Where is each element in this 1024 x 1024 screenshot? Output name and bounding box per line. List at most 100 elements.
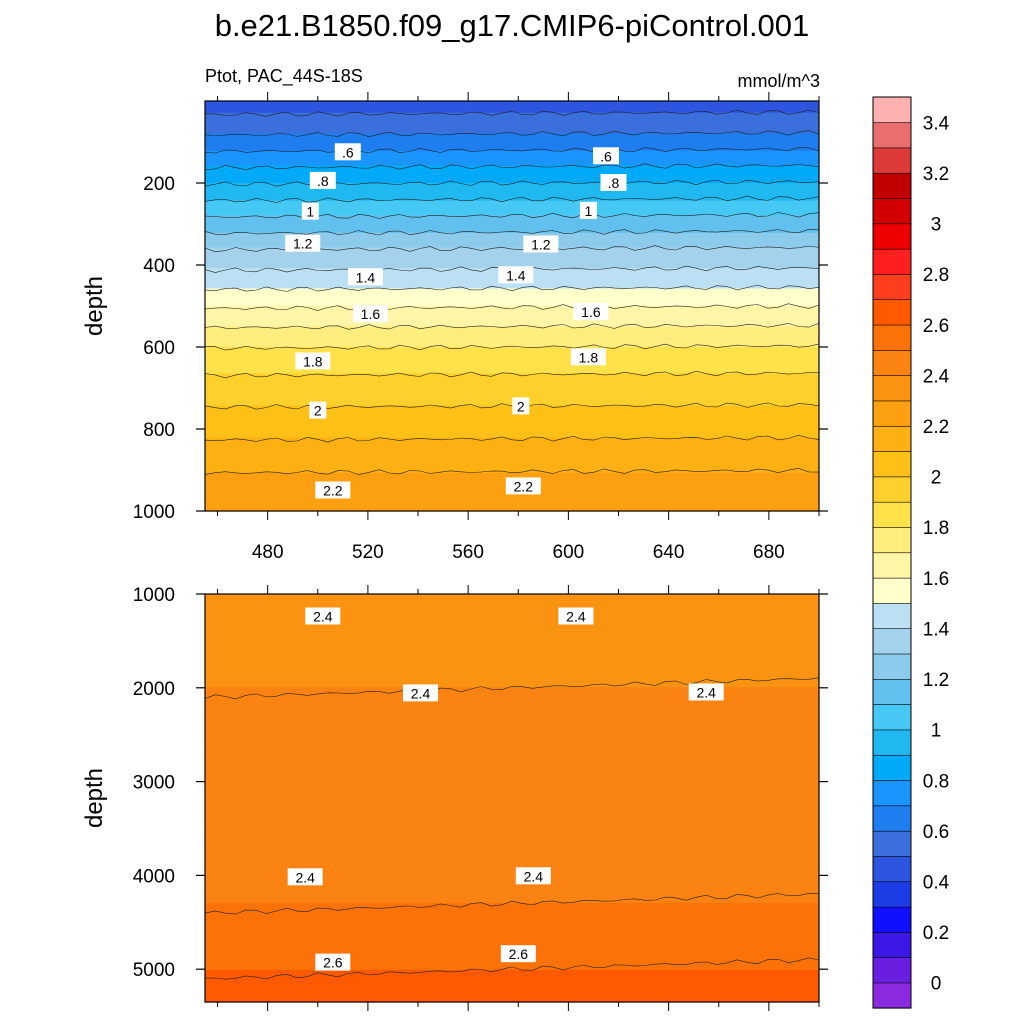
- field-band: [205, 426, 819, 430]
- field-band: [205, 496, 819, 500]
- field-band: [205, 115, 819, 120]
- colorbar-swatch: [872, 122, 912, 149]
- field-band: [205, 975, 819, 980]
- field-band: [205, 194, 819, 199]
- contour-label: 2: [309, 401, 327, 419]
- field-band: [205, 987, 819, 991]
- contour-label-text: 2.4: [524, 868, 544, 884]
- field-band: [205, 830, 819, 834]
- contour-label: 1.4: [347, 268, 383, 286]
- field-band: [205, 335, 819, 339]
- contour-line: [204, 163, 820, 171]
- colorbar-label: 0.2: [923, 923, 949, 944]
- field-band: [205, 917, 819, 921]
- contour-line: [204, 402, 820, 410]
- contour-label: 2.2: [505, 477, 541, 495]
- field-band: [205, 701, 819, 706]
- contour-label-text: 2: [314, 403, 322, 419]
- field-band: [205, 183, 819, 187]
- field-band: [205, 859, 819, 863]
- field-band: [205, 358, 819, 363]
- field-band: [205, 815, 819, 819]
- field-band: [205, 185, 819, 190]
- contour-label-text: 2.6: [323, 955, 343, 971]
- contour-label: 2.6: [500, 945, 536, 963]
- field-band: [205, 256, 819, 260]
- field-band: [205, 209, 819, 213]
- field-band: [205, 300, 819, 304]
- field-band: [205, 171, 819, 175]
- field-band: [205, 136, 819, 140]
- field-band: [205, 824, 819, 828]
- field-band: [205, 244, 819, 249]
- x-tick-label: 520: [352, 542, 384, 563]
- field-band: [205, 798, 819, 802]
- field-band: [205, 847, 819, 852]
- field-band: [205, 608, 819, 613]
- colorbar-swatch: [872, 577, 912, 604]
- field-band: [205, 675, 819, 680]
- contour-label-text: 1.8: [303, 353, 323, 369]
- x-tick-label: 560: [452, 542, 484, 563]
- contour-label-box: [347, 268, 383, 286]
- field-band: [205, 314, 819, 319]
- field-band: [205, 259, 819, 263]
- contour-label: 1.8: [570, 348, 606, 366]
- field-band: [205, 687, 819, 691]
- field-band: [205, 891, 819, 895]
- contour-label: .6: [334, 143, 361, 161]
- field-band: [205, 452, 819, 456]
- field-band: [205, 937, 819, 942]
- contour-line: [204, 195, 820, 203]
- field-band: [205, 502, 819, 506]
- field-band: [205, 748, 819, 752]
- contour-label-text: 1.2: [531, 237, 551, 253]
- contour-label: 1.6: [573, 303, 609, 321]
- lower-contour-lines: [204, 677, 820, 980]
- field-band: [205, 733, 819, 738]
- field-band: [205, 710, 819, 715]
- colorbar-swatch: [872, 729, 912, 756]
- contour-label-text: 1.2: [293, 236, 313, 252]
- lower-axes: 1000 2000 3000 4000 5000: [133, 585, 828, 1011]
- field-band: [205, 996, 819, 1000]
- field-band: [205, 684, 819, 688]
- contour-label: 1: [301, 202, 319, 220]
- colorbar-label: 2.6: [923, 316, 949, 337]
- field-band: [205, 803, 819, 808]
- field-band: [205, 666, 819, 671]
- colorbar-swatch: [872, 881, 912, 908]
- field-band: [205, 385, 819, 389]
- upper-y-axis-label: depth: [81, 276, 108, 336]
- contour-label-text: 2.6: [509, 946, 529, 962]
- field-band: [205, 786, 819, 790]
- field-band: [205, 614, 819, 618]
- contour-line: [204, 179, 820, 187]
- field-band: [205, 221, 819, 225]
- field-band: [205, 370, 819, 374]
- y-tick-label: 1000: [133, 585, 175, 606]
- x-tick-label: 600: [553, 542, 585, 563]
- lower-contour-field: [205, 594, 819, 1003]
- field-band: [205, 640, 819, 645]
- colorbar-swatch: [872, 425, 912, 452]
- field-band: [205, 599, 819, 604]
- field-band: [205, 894, 819, 898]
- field-band: [205, 417, 819, 421]
- field-band: [205, 188, 819, 193]
- field-band: [205, 768, 819, 773]
- contour-label-text: 2.2: [323, 483, 343, 499]
- field-band: [205, 771, 819, 776]
- field-band: [205, 341, 819, 345]
- contour-line: [204, 147, 820, 154]
- contour-label-box: [558, 607, 594, 625]
- field-band: [205, 232, 819, 237]
- contour-label-box: [334, 143, 361, 161]
- colorbar-swatch: [872, 678, 912, 705]
- field-band: [205, 754, 819, 758]
- contour-label: 1.6: [352, 305, 388, 323]
- field-band: [205, 405, 819, 410]
- colorbar-swatch: [872, 906, 912, 933]
- x-tick-label: 680: [753, 542, 785, 563]
